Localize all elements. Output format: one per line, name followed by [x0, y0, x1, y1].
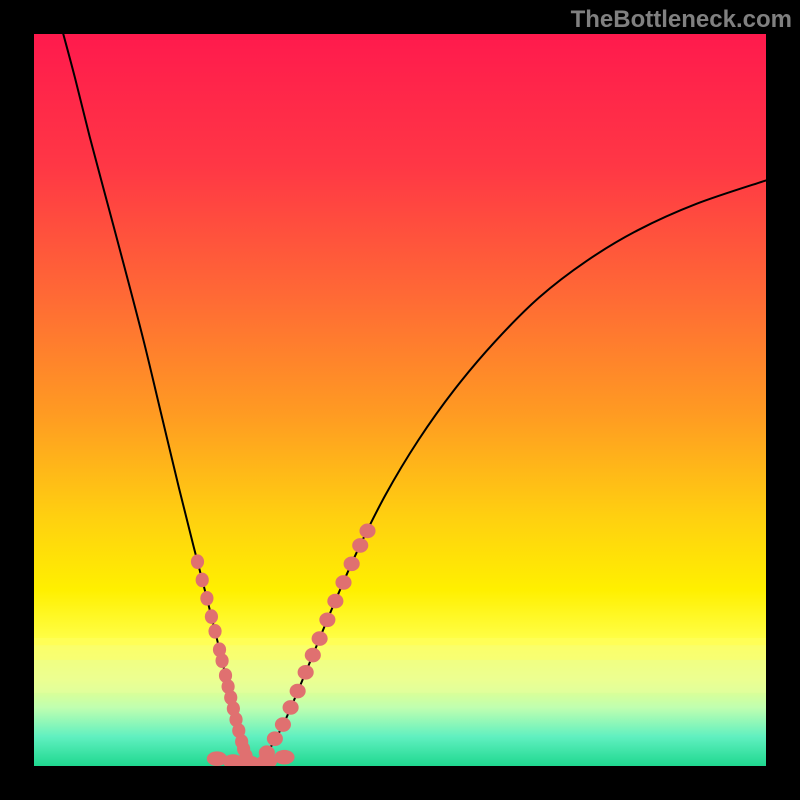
- watermark-text: TheBottleneck.com: [571, 6, 792, 34]
- curve-right: [251, 180, 766, 766]
- marker-right: [335, 575, 351, 590]
- marker-left: [205, 609, 218, 624]
- plot-overlay: [0, 0, 800, 800]
- marker-right: [283, 700, 299, 715]
- marker-bottom: [257, 754, 277, 769]
- marker-right: [352, 538, 368, 553]
- marker-right: [305, 648, 321, 663]
- marker-right: [344, 557, 360, 572]
- marker-right: [319, 612, 335, 627]
- marker-right: [327, 594, 343, 609]
- marker-right: [267, 731, 283, 746]
- marker-right: [359, 524, 375, 539]
- marker-left: [196, 573, 209, 588]
- marker-left: [208, 624, 221, 639]
- marker-bottom: [274, 750, 294, 765]
- chart-container: TheBottleneck.com: [0, 0, 800, 800]
- marker-right: [275, 717, 291, 732]
- marker-left: [191, 554, 204, 569]
- marker-left: [215, 653, 228, 668]
- marker-right: [290, 684, 306, 699]
- marker-right: [312, 631, 328, 646]
- marker-right: [298, 665, 314, 680]
- marker-left: [200, 591, 213, 606]
